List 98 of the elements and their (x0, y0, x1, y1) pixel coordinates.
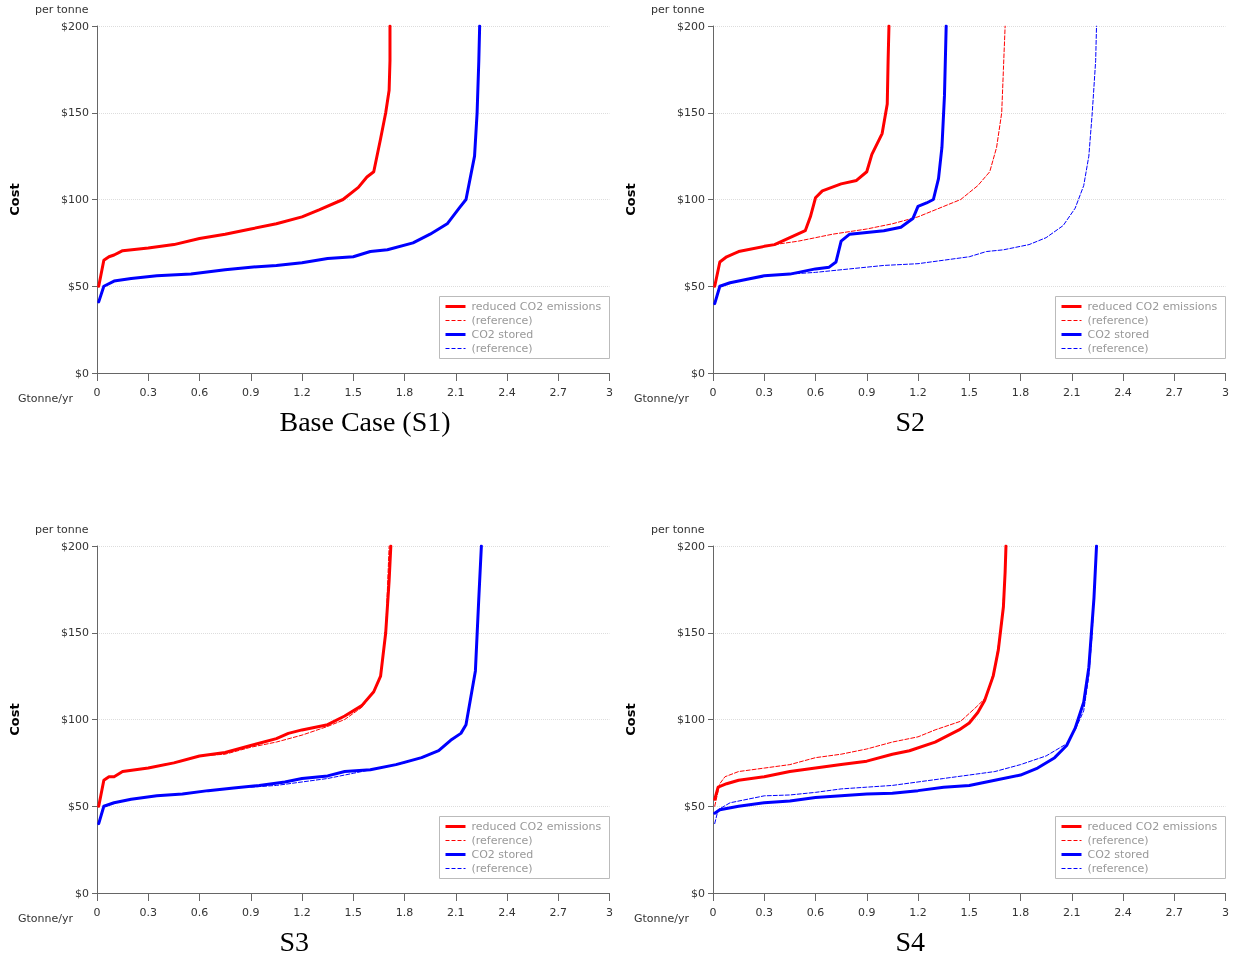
y-tick-label: $200 (677, 539, 705, 553)
x-tick-label: 0.9 (242, 386, 260, 399)
x-tick-label: 3 (606, 386, 613, 399)
x-tick-label: 0 (93, 386, 101, 399)
text: Base Case (S1) (279, 405, 451, 437)
x-tick-label: 1.8 (1011, 386, 1030, 399)
x-tick-label: 2.4 (498, 906, 516, 919)
line-series (97, 24, 482, 304)
x-axis-title: Gtonne/yr (18, 912, 74, 925)
legend-label: (reference) (471, 834, 533, 847)
x-tick-label: 2.1 (1063, 906, 1081, 919)
text: per tonne (651, 3, 705, 16)
y-tick-label: $0 (75, 366, 89, 380)
x-tick-label: 0 (709, 386, 717, 399)
y-tick-label: $50 (68, 279, 89, 293)
x-tick-label: 1.5 (960, 906, 978, 919)
legend-label: (reference) (471, 342, 533, 355)
x-tick-label: 1.8 (395, 386, 414, 399)
legend-label: CO2 stored (471, 328, 534, 341)
y-tick-label: $150 (677, 106, 705, 120)
legend-label: CO2 stored (471, 848, 534, 861)
x-tick-label: 2.4 (1114, 386, 1132, 399)
text: S2 (895, 405, 926, 437)
x-tick-label: 0.3 (139, 906, 157, 919)
x-tick-label: 2.1 (447, 386, 465, 399)
legend-label: reduced CO2 emissions (471, 300, 602, 313)
x-tick-label: 0.6 (190, 386, 209, 399)
x-tick-label: 2.7 (1165, 906, 1183, 919)
y-axis-title: Cost (7, 703, 22, 736)
x-tick-label: 0.3 (755, 906, 773, 919)
x-tick-label: 1.2 (909, 386, 927, 399)
x-tick-label: 1.5 (960, 386, 978, 399)
y-axis-title: Cost (623, 183, 638, 216)
legend-label: (reference) (1087, 342, 1149, 355)
text: per tonne (651, 523, 705, 536)
x-tick-label: 0.9 (242, 906, 260, 919)
y-tick-label: $0 (75, 886, 89, 900)
x-tick-label: 1.8 (395, 906, 414, 919)
x-tick-label: 0.6 (806, 906, 825, 919)
x-tick-label: 0.6 (190, 906, 209, 919)
y-tick-label: $200 (61, 19, 89, 33)
y-tick-label: $100 (677, 713, 705, 726)
legend-label: (reference) (471, 862, 533, 875)
x-axis-title: Gtonne/yr (634, 392, 690, 405)
y-tick-label: $50 (68, 799, 89, 813)
x-tick-label: 0.9 (858, 906, 876, 919)
x-tick-label: 0.9 (858, 386, 876, 399)
line-series (97, 24, 392, 288)
text: per tonne (35, 3, 89, 16)
legend-label: reduced CO2 emissions (1087, 300, 1218, 313)
y-tick-label: $100 (61, 713, 89, 726)
text: S3 (279, 925, 310, 957)
x-tick-label: 3 (1222, 386, 1229, 399)
legend-label: CO2 stored (1087, 328, 1150, 341)
y-tick-label: $150 (61, 626, 89, 640)
x-tick-label: 1.2 (909, 906, 927, 919)
x-tick-label: 0 (709, 906, 717, 919)
x-tick-label: 1.5 (344, 906, 362, 919)
y-tick-label: $50 (684, 279, 705, 293)
x-tick-label: 3 (606, 906, 613, 919)
x-tick-label: 0.6 (806, 386, 825, 399)
x-tick-label: 2.1 (447, 906, 465, 919)
y-tick-label: $200 (677, 19, 705, 33)
text: per tonne (35, 523, 89, 536)
y-axis-title: Cost (623, 703, 638, 736)
x-tick-label: 0.3 (139, 386, 157, 399)
legend-label: CO2 stored (1087, 848, 1150, 861)
y-tick-label: $100 (61, 193, 89, 206)
x-tick-label: 1.2 (293, 906, 311, 919)
legend-label: (reference) (1087, 314, 1149, 327)
x-tick-label: 1.8 (1011, 906, 1030, 919)
legend-label: reduced CO2 emissions (471, 820, 602, 833)
y-tick-label: $0 (691, 366, 705, 380)
y-tick-label: $100 (677, 193, 705, 206)
y-tick-label: $0 (691, 886, 705, 900)
legend-label: (reference) (1087, 834, 1149, 847)
x-tick-label: 0 (93, 906, 101, 919)
y-tick-label: $200 (61, 539, 89, 553)
x-tick-label: 2.1 (1063, 386, 1081, 399)
y-axis-title: Cost (7, 183, 22, 216)
x-tick-label: 2.4 (498, 386, 516, 399)
text: S4 (895, 925, 926, 957)
x-axis-title: Gtonne/yr (18, 392, 74, 405)
x-tick-label: 2.7 (1165, 386, 1183, 399)
x-tick-label: 0.3 (755, 386, 773, 399)
legend-label: (reference) (471, 314, 533, 327)
x-tick-label: 2.4 (1114, 906, 1132, 919)
legend-label: reduced CO2 emissions (1087, 820, 1218, 833)
y-tick-label: $50 (684, 799, 705, 813)
x-axis-title: Gtonne/yr (634, 912, 690, 925)
y-tick-label: $150 (61, 106, 89, 120)
legend-label: (reference) (1087, 862, 1149, 875)
x-tick-label: 1.2 (293, 386, 311, 399)
y-tick-label: $150 (677, 626, 705, 640)
x-tick-label: 3 (1222, 906, 1229, 919)
x-tick-label: 1.5 (344, 386, 362, 399)
x-tick-label: 2.7 (549, 386, 567, 399)
x-tick-label: 2.7 (549, 906, 567, 919)
